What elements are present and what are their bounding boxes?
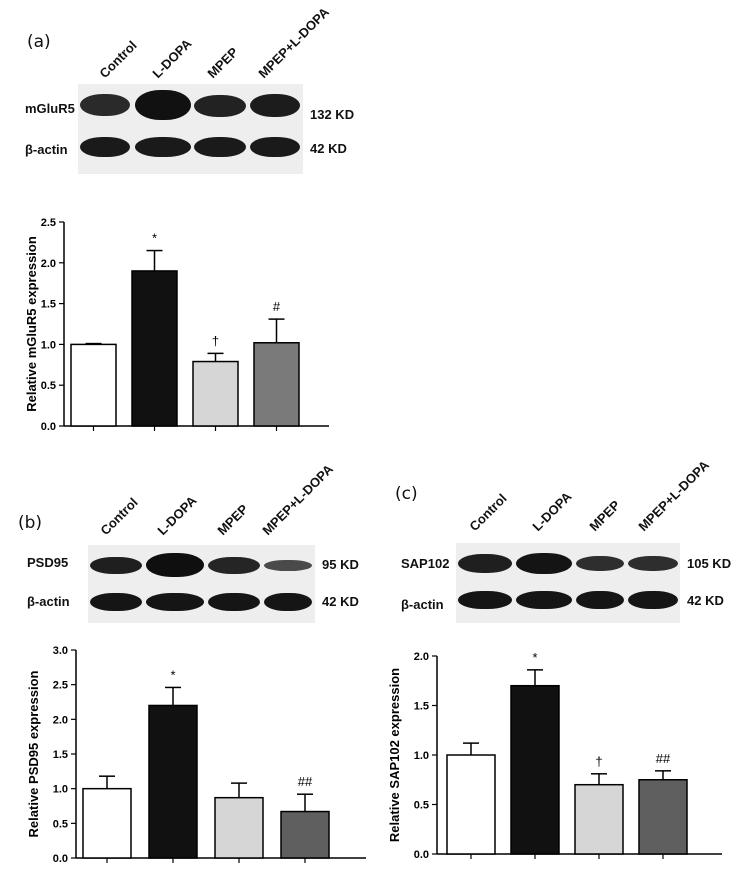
lane-label: MPEP+L-DOPA [255,4,332,81]
blot-band [208,557,260,574]
y-tick-label: 1.0 [414,750,429,762]
bar [148,704,198,859]
lane-label: Control [97,494,141,538]
bar [214,796,264,859]
blot-band [516,553,572,574]
blot-band [208,593,260,611]
significance-marker: ## [656,751,671,766]
panel-b-protein-kd: 95 KD [322,557,359,572]
blot-band [576,556,624,571]
lane-label: MPEP+L-DOPA [635,457,712,534]
chart-b: 0.0 0.5 1.0 1.5 2.0 2.5 3.0 Relative PSD95 expr… [26,645,366,865]
lane-label: L-DOPA [529,488,575,534]
lane-label: MPEP+L-DOPA [259,461,336,538]
significance-marker: † [595,754,602,769]
blot-band [250,137,300,157]
blot-band [135,90,191,120]
bar [280,810,330,859]
y-tick-label: 0.5 [53,818,68,830]
panel-b-protein-label: PSD95 [27,555,69,570]
y-tick-label: 1.0 [41,339,56,351]
panel-a-protein-kd: 132 KD [310,107,355,122]
y-tick-label: 2.5 [41,217,56,229]
blot-band [576,591,624,609]
significance-marker: ## [298,774,313,789]
y-axis-label: Relative PSD95 expression [26,670,41,837]
y-tick-label: 1.5 [53,749,68,761]
panel-c-protein-kd: 105 KD [687,556,732,571]
blot-band [628,556,678,571]
significance-marker: * [170,667,175,682]
blot-band [146,593,204,611]
blot-band [458,554,512,573]
bar [192,360,239,427]
y-tick-label: 2.0 [414,651,429,663]
y-tick-label: 1.5 [414,701,429,713]
lane-label: L-DOPA [149,35,195,81]
significance-marker: * [532,650,537,665]
panel-c-actin-label: β-actin [401,597,444,612]
blot-band [194,95,246,117]
significance-marker: † [212,333,219,348]
panel-a-protein-label: mGluR5 [25,101,75,116]
y-tick-label: 3.0 [53,645,68,657]
blot-band [458,591,512,609]
lane-label: Control [96,37,140,81]
bar [253,342,300,427]
blot-band [628,591,678,609]
panel-a-actin-label: β-actin [25,142,68,157]
y-tick-label: 0.0 [53,853,68,865]
blot-band [80,137,130,157]
blot-band [90,593,142,611]
blot-band [516,591,572,609]
y-axis-label: Relative SAP102 expression [387,668,402,842]
panel-c-blot [456,543,680,623]
panel-b-blot [88,545,315,623]
panel-a-blot [78,84,303,174]
bar [574,783,624,855]
significance-marker: # [273,299,281,314]
y-tick-label: 0.0 [41,421,56,433]
y-tick-label: 0.5 [414,800,429,812]
lane-label: MPEP [214,501,252,538]
chart-c: 0.0 0.5 1.0 1.5 2.0 Relative SAP102 expressio… [387,650,722,861]
panel-b-actin-kd: 42 KD [322,594,359,609]
panel-b-actin-label: β-actin [27,594,70,609]
blot-band [250,94,300,117]
blot-band [264,560,312,571]
bar [70,343,117,427]
panel-c-actin-kd: 42 KD [687,593,724,608]
lane-label: Control [466,490,510,534]
bar [510,684,560,855]
lane-label: L-DOPA [154,492,200,538]
y-tick-label: 1.0 [53,784,68,796]
panel-b-label: (b) [18,513,43,533]
blot-band [80,94,130,116]
y-tick-label: 1.5 [41,299,56,311]
y-tick-label: 2.0 [41,258,56,270]
blot-band [90,557,142,574]
blot-band [135,137,191,157]
panel-c-label: (c) [395,484,418,504]
lane-label: MPEP [586,497,624,534]
panel-a-label: (a) [27,32,51,52]
y-tick-label: 2.0 [53,714,68,726]
panel-c-protein-label: SAP102 [401,556,450,571]
blot-band [194,137,246,157]
lane-label: MPEP [204,44,242,81]
bar [82,787,132,859]
blot-band [264,593,312,611]
y-tick-label: 0.5 [41,380,56,392]
y-tick-label: 0.0 [414,849,429,861]
bar [638,779,688,855]
y-axis-label: Relative mGluR5 expression [24,236,39,412]
bar [446,754,496,855]
significance-marker: * [152,231,157,246]
y-tick-label: 2.5 [53,680,68,692]
panel-a-actin-kd: 42 KD [310,141,347,156]
bar [131,270,178,427]
blot-band [146,553,204,577]
